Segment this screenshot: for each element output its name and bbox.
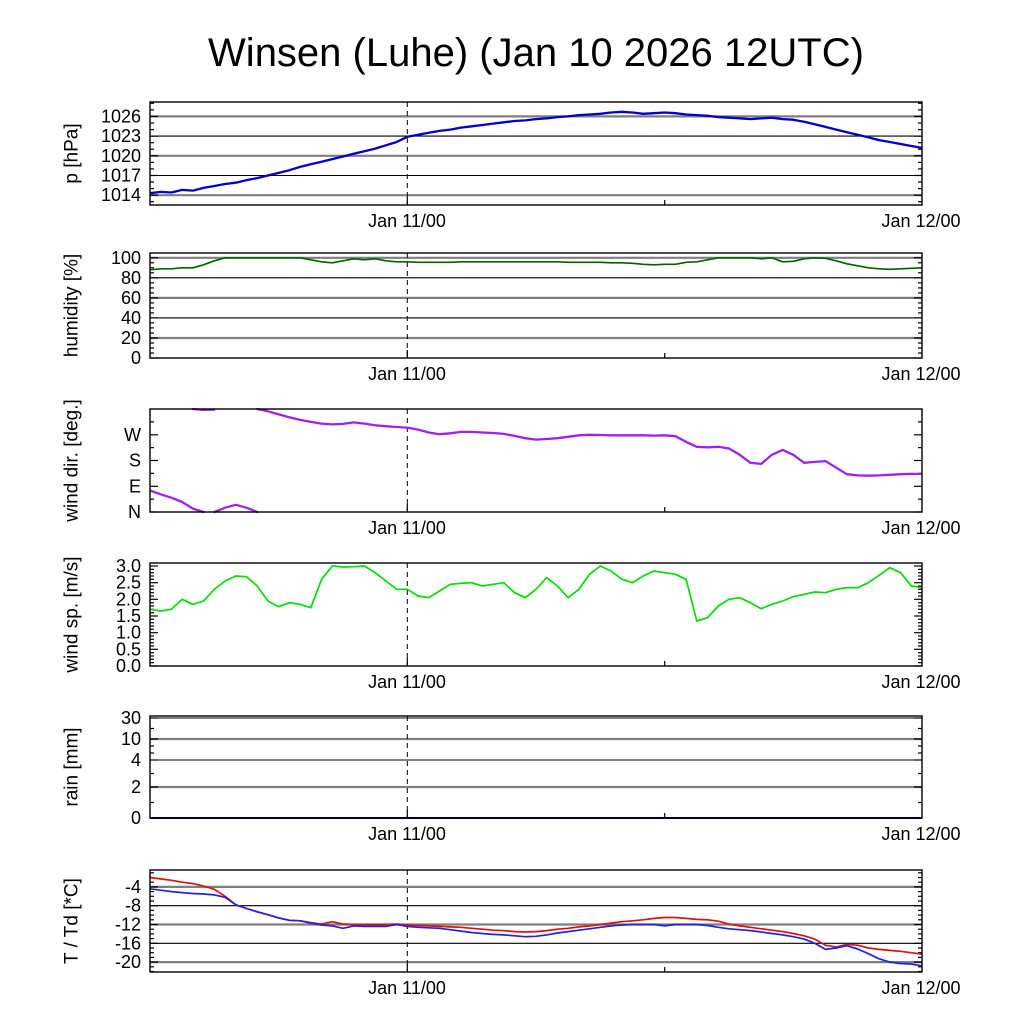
series-pressure [150, 110, 922, 195]
chart-title: Winsen (Luhe) (Jan 10 2026 12UTC) [208, 31, 864, 75]
y-axis-label-wind-speed: wind sp. [m/s] [62, 556, 83, 673]
plot-frame [149, 408, 923, 513]
panel-temperature: -4-8-12-16-20 T / Td [*C] Jan 11/00 Jan … [62, 869, 961, 998]
y-tick-label: 1014 [101, 185, 141, 205]
y-tick-label: 1020 [101, 146, 141, 166]
plot-frame [149, 252, 923, 359]
x-tick-label-jan12: Jan 12/00 [881, 824, 960, 844]
y-tick-label: 1.5 [116, 606, 141, 626]
y-tick-label: 3.0 [116, 556, 141, 576]
x-tick-label-jan12: Jan 12/00 [881, 211, 960, 231]
y-tick-label: -16 [115, 933, 141, 953]
y-tick-label: 1023 [101, 126, 141, 146]
y-tick-label: 0.5 [116, 639, 141, 659]
series-wind-direction [213, 503, 259, 514]
y-axis-label-rain: rain [mm] [62, 727, 83, 806]
series-temperature [150, 876, 922, 955]
y-tick-label: 2.0 [116, 589, 141, 609]
y-tick-label: 2 [131, 777, 141, 797]
series-wind-direction [150, 489, 205, 514]
y-axis-label-wind-dir: wind dir. [deg.] [62, 399, 83, 523]
x-tick-label-jan12: Jan 12/00 [881, 364, 960, 384]
plot-frame [149, 715, 923, 819]
series-wind-direction [256, 407, 922, 477]
y-tick-label: 100 [111, 248, 141, 268]
y-tick-label: 10 [121, 729, 141, 749]
y-tick-label: 60 [121, 288, 141, 308]
y-axis-label-pressure: p [hPa] [62, 123, 83, 183]
plot-frame [149, 869, 923, 973]
y-axis-label-temperature: T / Td [*C] [62, 878, 83, 964]
y-tick-label: 1026 [101, 106, 141, 126]
y-tick-label: W [124, 425, 141, 445]
y-tick-label: 30 [121, 708, 141, 728]
series-group [150, 256, 922, 271]
y-axis-label-humidity: humidity [%] [62, 254, 83, 357]
x-tick-label-jan11: Jan 11/00 [368, 364, 446, 384]
x-tick-label-jan12: Jan 12/00 [881, 978, 960, 998]
y-tick-label: 40 [121, 308, 141, 328]
plot-frame [149, 101, 923, 206]
series-group [150, 110, 922, 195]
series-dew-point [150, 887, 922, 967]
y-tick-label: -8 [125, 896, 141, 916]
y-tick-label: -4 [125, 877, 141, 897]
plot-frame [149, 562, 923, 667]
series-wind-speed [150, 565, 922, 622]
x-tick-label-jan12: Jan 12/00 [881, 518, 960, 538]
y-tick-label: S [129, 451, 141, 471]
x-tick-label-jan11: Jan 11/00 [368, 672, 446, 692]
y-tick-label: 2.5 [116, 573, 141, 593]
y-tick-label: 0.0 [116, 656, 141, 676]
x-tick-label-jan11: Jan 11/00 [368, 824, 446, 844]
y-tick-label: -20 [115, 952, 141, 972]
series-group [150, 565, 922, 622]
x-tick-label-jan11: Jan 11/00 [368, 211, 446, 231]
y-tick-label: E [129, 476, 141, 496]
y-tick-label: 1.0 [116, 623, 141, 643]
panel-wind-speed: 0.00.51.01.52.02.53.0 wind sp. [m/s] Jan… [62, 556, 961, 692]
y-tick-label: N [128, 502, 141, 522]
x-tick-label-jan11: Jan 11/00 [368, 978, 446, 998]
series-group [150, 407, 922, 514]
y-tick-label: 4 [131, 750, 141, 770]
series-humidity [150, 256, 922, 271]
y-tick-label: 80 [121, 268, 141, 288]
y-tick-label: 0 [131, 808, 141, 828]
y-tick-label: -12 [115, 915, 141, 935]
x-tick-label-jan11: Jan 11/00 [368, 518, 446, 538]
series-group [150, 876, 922, 967]
x-tick-label-jan12: Jan 12/00 [881, 672, 960, 692]
y-tick-label: 1017 [101, 166, 141, 186]
y-tick-label: 0 [131, 348, 141, 368]
y-tick-label: 20 [121, 328, 141, 348]
